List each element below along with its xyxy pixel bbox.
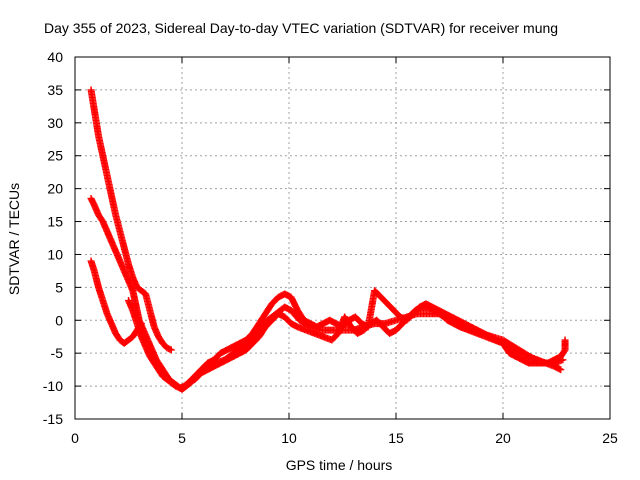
- y-tick-label: 35: [47, 82, 63, 98]
- data-point-marker: [561, 336, 569, 344]
- x-tick-label: 20: [495, 430, 511, 446]
- plot-frame: [74, 56, 611, 420]
- series-track-2: [87, 195, 567, 393]
- y-tick-label: 15: [47, 214, 63, 230]
- y-axis-label: SDTVAR / TECUs: [6, 183, 22, 295]
- y-tick-label: 20: [47, 181, 63, 197]
- series-track-5: [184, 287, 569, 387]
- chart-title: Day 355 of 2023, Sidereal Day-to-day VTE…: [44, 20, 558, 36]
- y-tick-label: 5: [55, 279, 63, 295]
- y-tick-label: -10: [43, 378, 63, 394]
- plot-area: [87, 86, 569, 393]
- data-point-marker: [167, 346, 175, 354]
- x-tick-label: 25: [602, 430, 618, 446]
- y-tick-label: 0: [55, 312, 63, 328]
- y-tick-label: 30: [47, 115, 63, 131]
- y-tick-label: -5: [51, 345, 64, 361]
- y-tick-label: 40: [47, 49, 63, 65]
- data-point-marker: [557, 366, 565, 374]
- x-tick-label: 0: [71, 430, 79, 446]
- x-tick-label: 10: [281, 430, 297, 446]
- x-axis-label: GPS time / hours: [286, 457, 393, 473]
- y-tick-label: 25: [47, 148, 63, 164]
- y-tick-label: 10: [47, 246, 63, 262]
- series-track-1: [87, 86, 175, 354]
- x-tick-label: 15: [388, 430, 404, 446]
- axis-ticks: 0 5 10 15 20 25 -15 -10 -5 0 5 10 15 20 25 30 35 40: [43, 49, 618, 446]
- y-tick-label: -15: [43, 411, 63, 427]
- x-tick-label: 5: [178, 430, 186, 446]
